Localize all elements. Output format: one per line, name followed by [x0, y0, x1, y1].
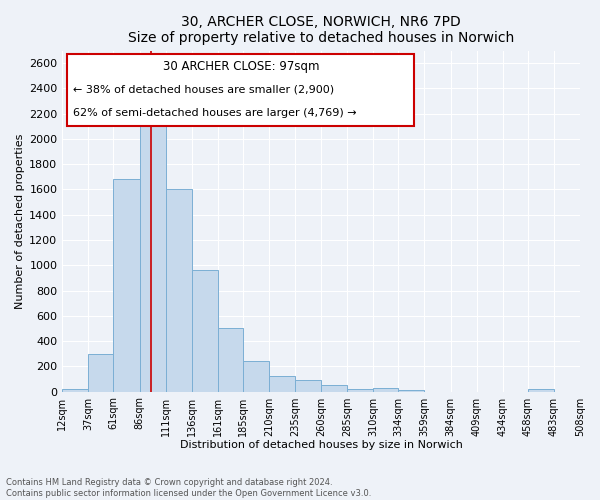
Bar [321, 386, 347, 392]
Bar [269, 376, 295, 392]
X-axis label: Distribution of detached houses by size in Norwich: Distribution of detached houses by size … [180, 440, 463, 450]
Bar [140, 122, 166, 392]
Bar [528, 389, 554, 392]
Bar [398, 390, 424, 392]
Text: 62% of semi-detached houses are larger (4,769) →: 62% of semi-detached houses are larger (… [73, 108, 356, 118]
Bar [218, 328, 243, 392]
Bar [62, 389, 88, 392]
Y-axis label: Number of detached properties: Number of detached properties [15, 134, 25, 309]
Bar [243, 360, 269, 392]
Text: Contains HM Land Registry data © Crown copyright and database right 2024.
Contai: Contains HM Land Registry data © Crown c… [6, 478, 371, 498]
Bar [192, 270, 218, 392]
Bar [113, 180, 140, 392]
Bar [88, 354, 113, 392]
Text: ← 38% of detached houses are smaller (2,900): ← 38% of detached houses are smaller (2,… [73, 85, 334, 95]
FancyBboxPatch shape [67, 54, 415, 126]
Bar [347, 389, 373, 392]
Bar [295, 380, 321, 392]
Title: 30, ARCHER CLOSE, NORWICH, NR6 7PD
Size of property relative to detached houses : 30, ARCHER CLOSE, NORWICH, NR6 7PD Size … [128, 15, 514, 45]
Text: 30 ARCHER CLOSE: 97sqm: 30 ARCHER CLOSE: 97sqm [163, 60, 319, 74]
Bar [166, 190, 192, 392]
Bar [373, 388, 398, 392]
